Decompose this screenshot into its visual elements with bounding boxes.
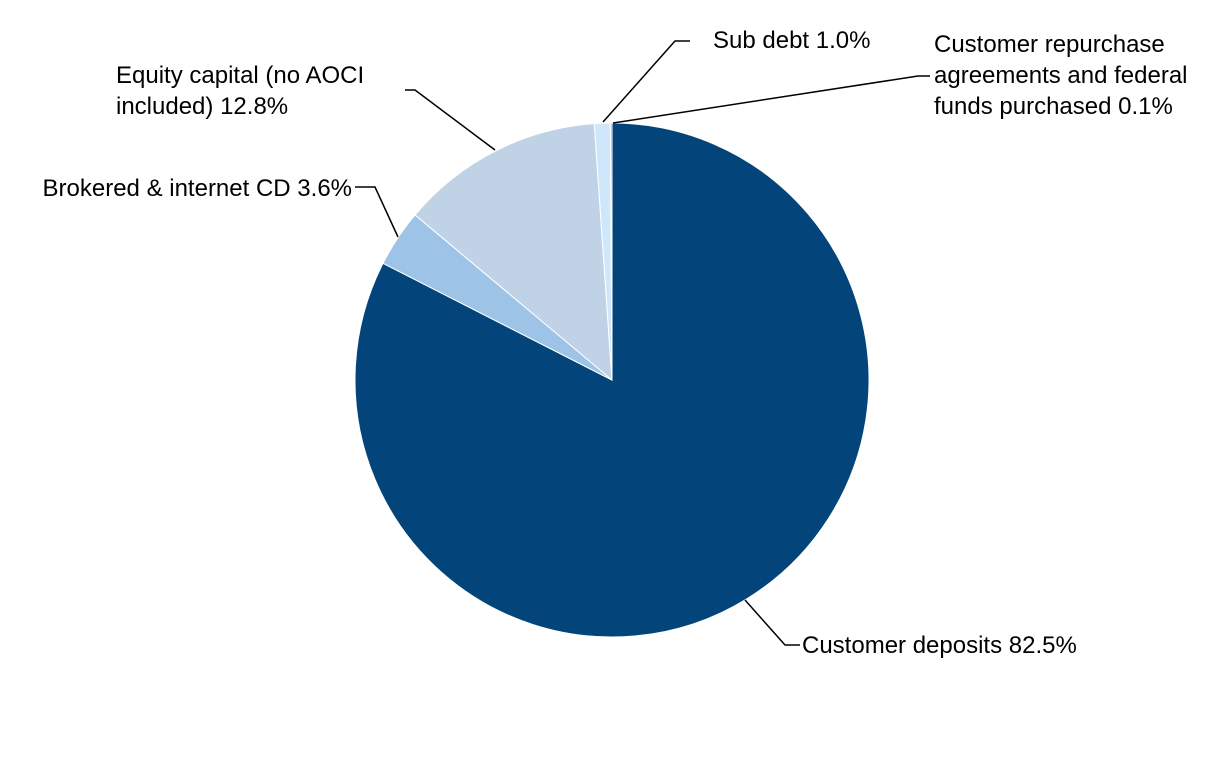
- value-label: 82.5%: [1008, 632, 1077, 659]
- slice-label: Brokered & internet CD 3.6%: [43, 173, 352, 204]
- slice-label: Equity capital (no AOCI included) 12.8%: [116, 60, 416, 122]
- category-label: Customer repurchase agreements and feder…: [934, 31, 1188, 120]
- slice-label: Sub debt 1.0%: [713, 25, 870, 56]
- category-label: Sub debt: [713, 27, 810, 54]
- leader-line: [612, 75, 930, 124]
- value-label: 12.8%: [220, 93, 289, 120]
- pie-slice: [609, 122, 613, 381]
- leader-line: [602, 40, 690, 123]
- slice-label: Customer deposits 82.5%: [802, 630, 1077, 661]
- category-label: Customer deposits: [802, 632, 1003, 659]
- pie-slice: [354, 122, 870, 638]
- leader-line: [744, 599, 800, 646]
- value-label: 1.0%: [815, 27, 871, 54]
- category-label: Brokered & internet CD: [42, 175, 291, 202]
- value-label: 3.6%: [297, 175, 352, 202]
- leader-line: [405, 89, 496, 151]
- leader-line: [355, 186, 399, 238]
- category-label: Equity capital (no AOCI included): [116, 62, 365, 120]
- pie-slice: [414, 123, 613, 382]
- slice-label: Customer repurchase agreements and feder…: [934, 29, 1226, 122]
- value-label: 0.1%: [1118, 93, 1173, 120]
